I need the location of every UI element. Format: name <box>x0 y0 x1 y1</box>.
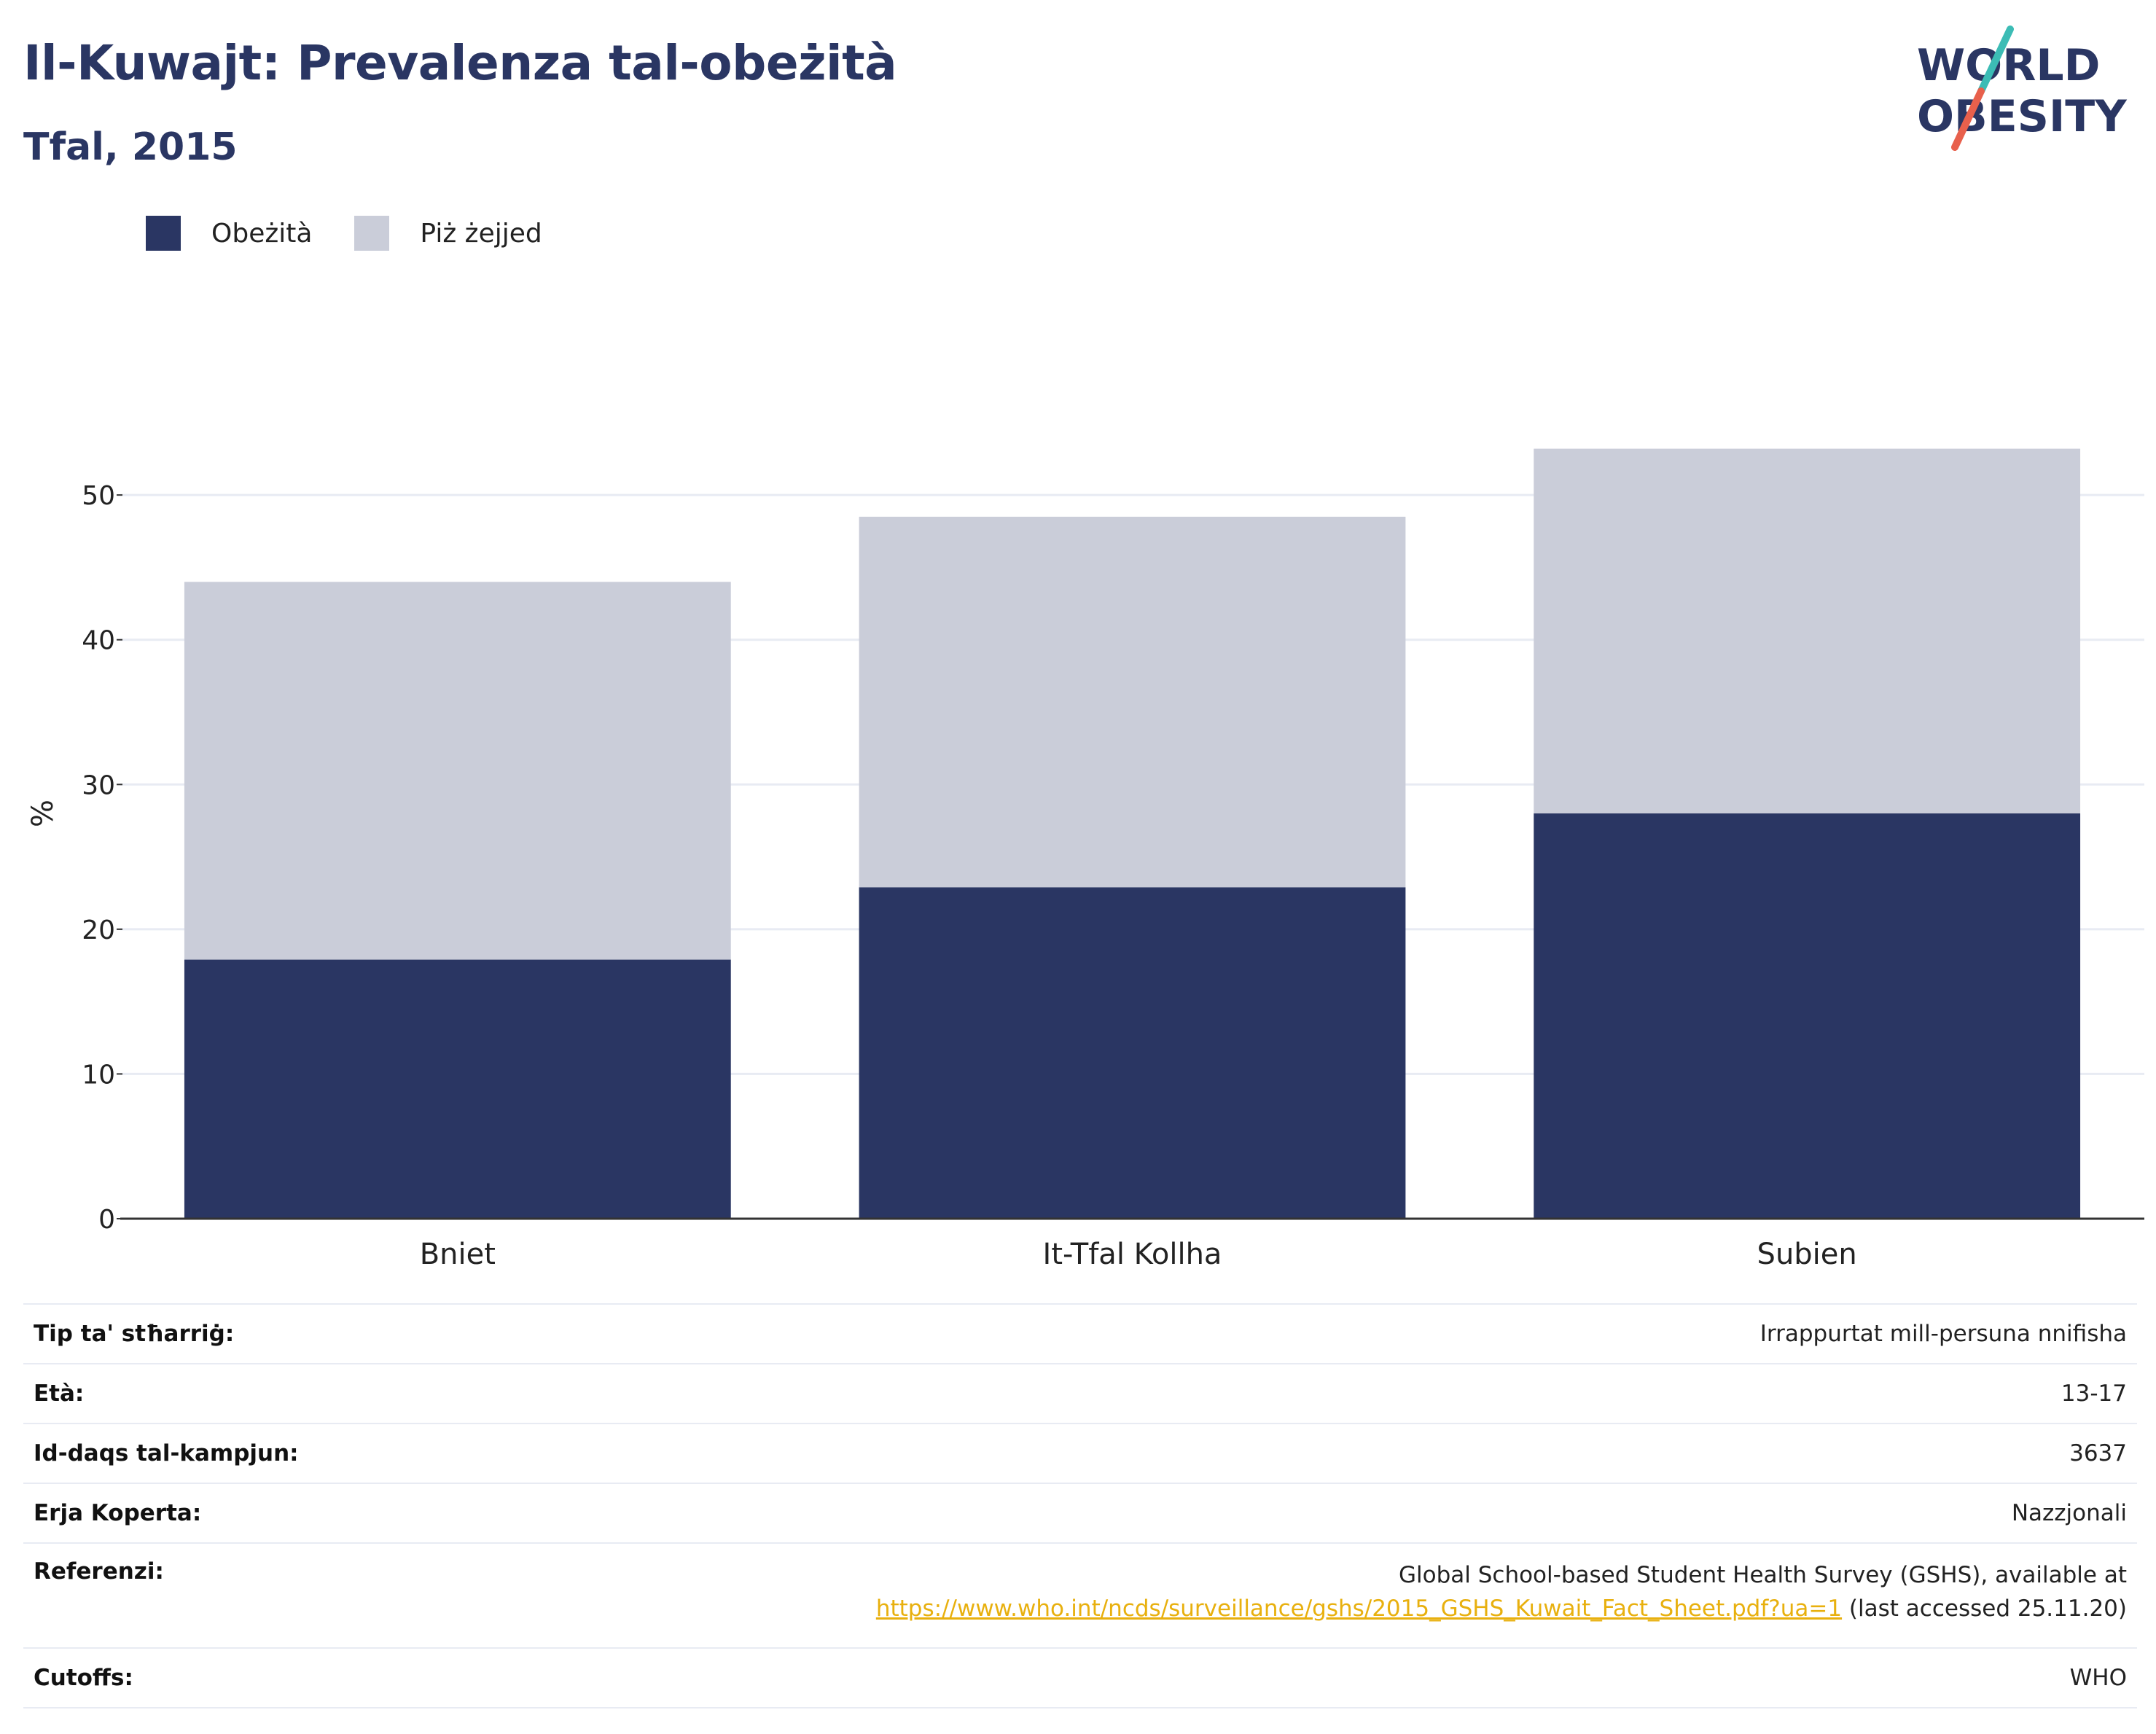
bar-overweight <box>859 516 1406 888</box>
logo-line2: OBESITY <box>1917 91 2128 142</box>
logo-line1: WORLD <box>1917 40 2100 91</box>
bar-overweight <box>184 582 731 960</box>
reference-link[interactable]: https://www.who.int/ncds/surveillance/gs… <box>875 1596 1843 1622</box>
table-row: Erja Koperta: Nazzjonali <box>23 1483 2137 1543</box>
logo-slash-coral <box>1951 87 1985 151</box>
x-tick-label: It-Tfal Kollha <box>1043 1238 1222 1271</box>
area-covered-label: Erja Koperta: <box>34 1500 202 1526</box>
y-axis-label: % <box>26 800 60 827</box>
x-tick-label: Subien <box>1757 1238 1857 1271</box>
y-tick-label: 30 <box>82 770 115 800</box>
logo-slash-teal <box>1977 26 2014 95</box>
y-tick-label: 10 <box>82 1060 115 1090</box>
chart-legend: Obeżità Piż żejjed <box>146 216 585 251</box>
sample-size-value: 3637 <box>2069 1440 2127 1467</box>
bar-obesity <box>1534 813 2081 1219</box>
table-row: Tip ta' stħarriġ: Irrappurtat mill-persu… <box>23 1304 2137 1364</box>
age-label: Età: <box>34 1380 85 1407</box>
table-row: Età: 13-17 <box>23 1364 2137 1423</box>
legend-label-overweight: Piż żejjed <box>420 218 542 249</box>
chart-subtitle: Tfal, 2015 <box>23 125 238 169</box>
sample-size-label: Id-daqs tal-kampjun: <box>34 1440 299 1467</box>
y-tick-label: 20 <box>82 915 115 945</box>
survey-type-value: Irrappurtat mill-persuna nnifisha <box>1759 1321 2127 1347</box>
cutoffs-value: WHO <box>2069 1665 2127 1691</box>
reference-value: Global School-based Student Health Surve… <box>411 1543 2137 1648</box>
bar-overweight <box>1534 448 2081 813</box>
legend-label-obesity: Obeżità <box>211 218 313 249</box>
table-row: Cutoffs: WHO <box>23 1648 2137 1708</box>
chart-title: Il-Kuwajt: Prevalenza tal-obeżità <box>23 35 897 91</box>
legend-item-obesity[interactable]: Obeżità <box>146 216 312 251</box>
legend-swatch-obesity <box>146 216 181 251</box>
survey-type-label: Tip ta' stħarriġ: <box>34 1321 235 1347</box>
y-tick-label: 40 <box>82 626 115 656</box>
age-value: 13-17 <box>2061 1380 2127 1407</box>
world-obesity-logo: WORLD OBESITY <box>1917 26 2128 151</box>
y-tick-label: 0 <box>98 1205 115 1235</box>
cutoffs-label: Cutoffs: <box>34 1665 133 1691</box>
bar-obesity <box>184 959 731 1219</box>
legend-swatch-overweight <box>354 216 390 251</box>
y-tick-label: 50 <box>82 481 115 511</box>
table-row: Id-daqs tal-kampjun: 3637 <box>23 1423 2137 1483</box>
area-covered-value: Nazzjonali <box>2011 1500 2127 1526</box>
bar-obesity <box>859 887 1406 1219</box>
legend-item-overweight[interactable]: Piż żejjed <box>354 216 542 251</box>
table-row: Referenzi: Global School-based Student H… <box>23 1543 2137 1648</box>
reference-label: Referenzi: <box>34 1558 164 1585</box>
x-tick-label: Bniet <box>420 1238 496 1271</box>
survey-info-table: Tip ta' stħarriġ: Irrappurtat mill-persu… <box>23 1303 2137 1708</box>
reference-accessed: (last accessed 25.11.20) <box>1842 1596 2127 1622</box>
reference-text: Global School-based Student Health Surve… <box>1398 1562 2127 1588</box>
bar-chart: 0 10 20 30 40 50% Bniet It-Tfal Kollha Subien <box>26 448 2144 1271</box>
